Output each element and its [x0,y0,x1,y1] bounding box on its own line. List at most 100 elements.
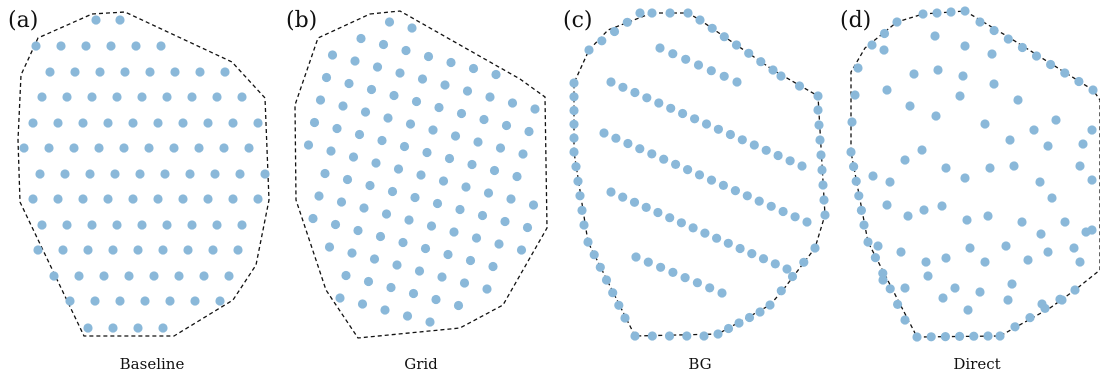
panel-a-point [149,271,159,281]
panel-d-point [846,147,856,157]
panel-d-point [946,7,956,17]
panel-d-point [850,90,860,100]
panel-a-point [81,41,91,51]
panel-a-point [237,220,247,230]
panel-c-point [747,249,757,259]
panel-b-point [495,143,506,153]
panel-d-point [960,173,970,183]
panel-b-point [477,210,488,221]
panel-d-point [856,205,867,215]
panel-b-point [425,317,435,327]
panel-d-point [868,171,878,181]
panel-a-point [199,271,209,281]
panel-c-point [643,257,653,267]
panel-a-point [53,118,63,128]
panel-c-point [599,128,609,138]
panel-c-point [618,82,628,92]
panel-c-label: (c) [563,8,593,33]
panel-b-point [348,152,359,162]
panel-b-point [347,248,357,258]
panel-c-point [794,81,805,91]
panel-a-point [133,323,143,333]
panel-b-point [434,102,444,113]
panel-a-point [260,169,270,179]
panel-b-point [399,141,410,152]
panel-a-point [212,92,222,102]
panel-a-point [183,245,193,255]
panel-d-point [870,253,881,263]
panel-c-point [671,159,681,169]
panel-a-point [78,194,88,204]
panel-c-point [597,36,607,46]
panel-d-point [1057,295,1067,305]
panel-b-point [449,227,459,237]
panel-a-point [135,169,145,179]
panel-d-point [1007,279,1017,289]
panel-c-point [718,180,729,190]
panel-c-point [589,250,599,260]
panel-b-point [356,33,366,44]
panel-a-point [83,323,93,333]
panel-b-point [363,276,374,287]
panel-b-point [365,180,375,191]
panel-a-point [28,118,38,128]
panel-b-point [506,194,516,204]
panel-b-point [359,203,369,213]
panel-a-point [194,143,204,153]
panel-c-point [630,87,640,98]
panel-c-point [813,105,823,115]
panel-c-point [778,206,788,217]
panel-c-point [584,45,594,55]
panel-b-point [393,164,404,174]
panel-c-point [742,191,752,201]
panel-d-point [912,332,922,342]
panel-d-point [938,293,948,303]
panel-c-point [814,120,824,130]
panel-b-point [488,261,498,272]
panel-c-point [614,300,624,310]
panel-a-point [33,245,43,255]
panel-d-point [989,79,999,89]
panel-d-point [962,215,972,225]
panel-a-point [106,41,116,51]
panel-d-point [905,101,915,111]
panel-d-point [1036,229,1046,239]
panel-a-point [124,271,134,281]
panel-b-point [465,255,476,266]
panel-d-point [975,17,985,27]
panel-a-label: (a) [8,8,38,33]
panel-d-point [1081,227,1091,237]
panel-c-point [768,65,778,75]
panel-d-point [867,40,877,50]
panel-d-point [859,220,869,230]
panel-b-point [326,146,336,156]
panel-c-point [635,8,645,18]
panel-c-point [678,108,688,119]
panel-c-point [699,331,709,341]
panel-b-point [524,126,534,137]
panel-a-caption: Baseline [120,355,185,373]
panel-d-point [900,315,910,325]
panel-b-point [350,56,360,66]
panel-b-points [303,17,540,327]
panel-b-point [432,198,443,209]
panel-d-point [960,6,970,16]
panel-c-point [744,48,754,58]
panel-d-point [931,111,941,121]
panel-d-point [863,237,873,247]
panel-a-point [78,118,88,128]
panel-a-point [203,194,213,204]
panel-c-point [725,129,736,140]
panel-a-point [31,41,41,51]
panel-d-point [1075,257,1085,267]
panel-d-point [1023,255,1033,265]
panel-b-point [395,68,405,78]
panel-d-point [1074,76,1084,87]
panel-d-point [950,283,960,293]
panel-d-point [963,305,973,315]
panel-d-point [932,8,942,18]
panel-b-point [308,213,318,224]
panel-c-point [681,54,691,64]
panel-c-point [595,262,605,272]
